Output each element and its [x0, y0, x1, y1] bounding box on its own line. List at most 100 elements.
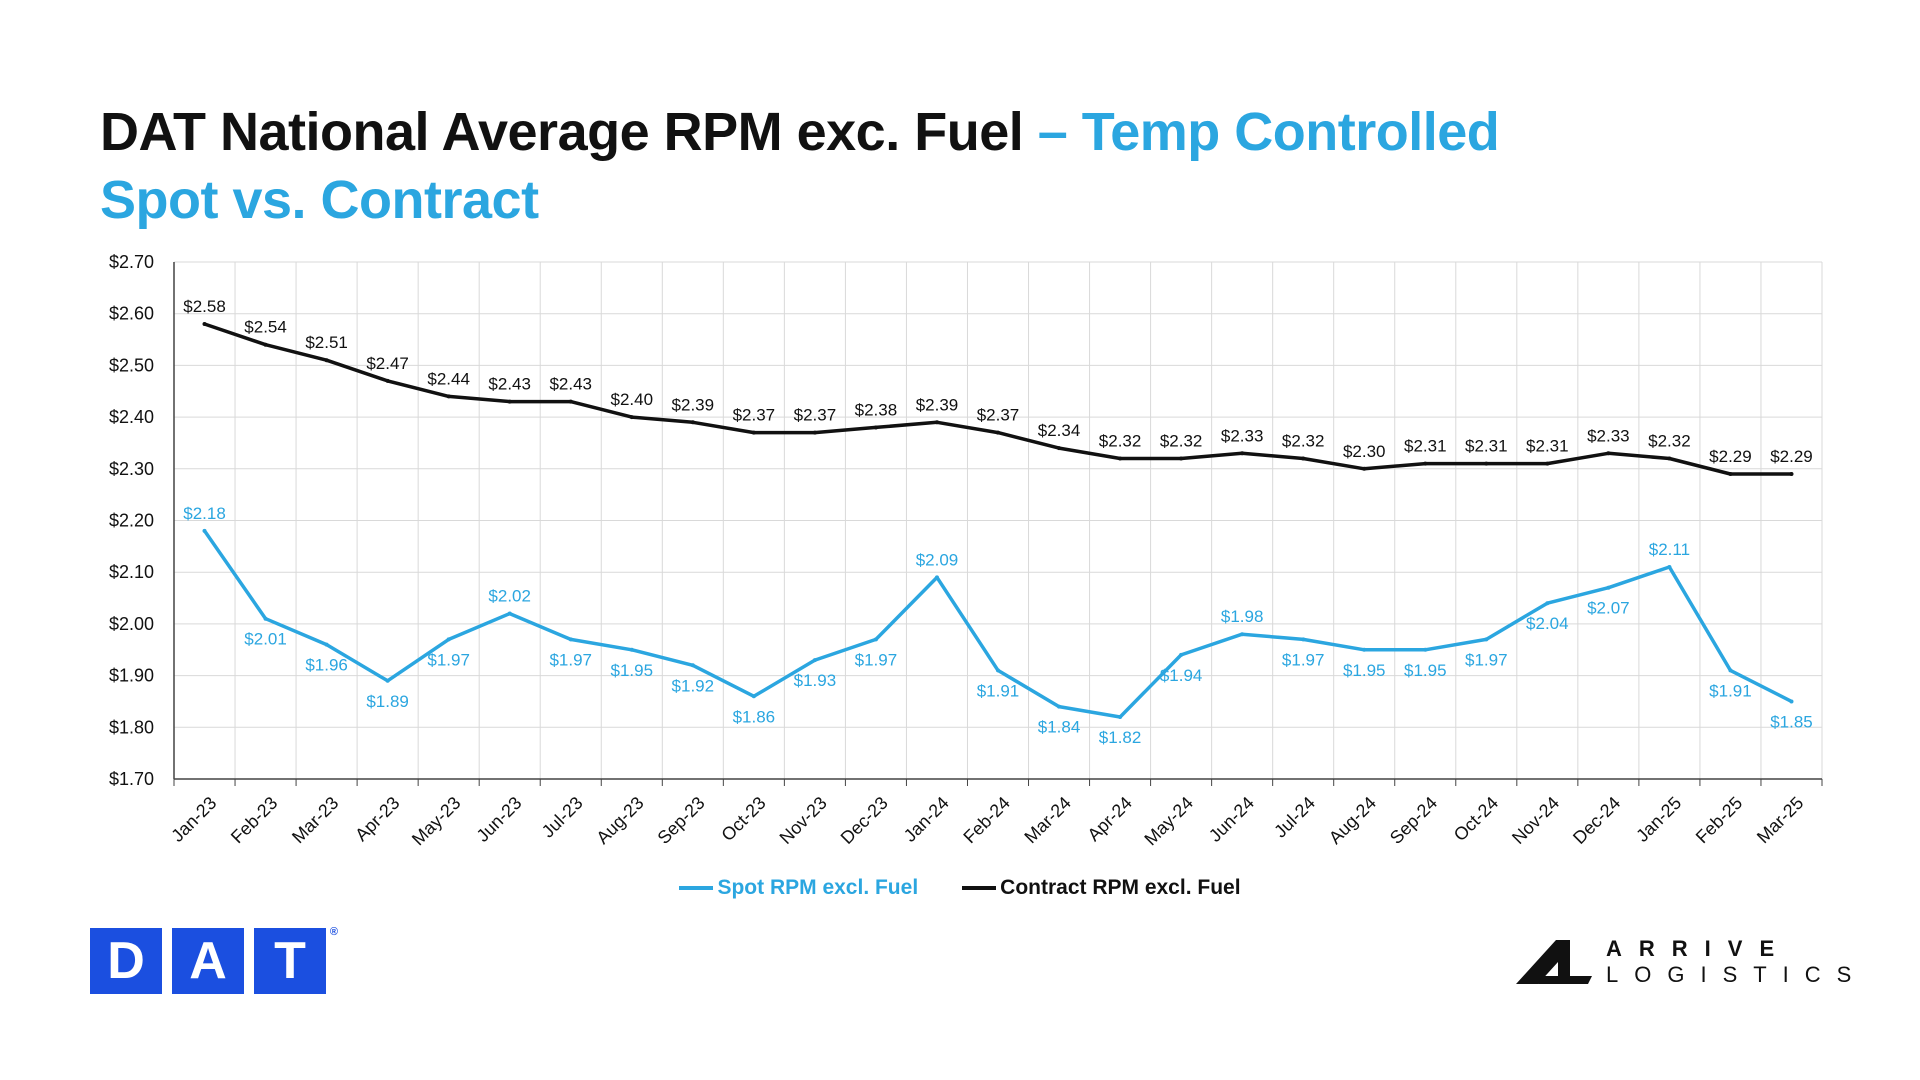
x-tick-label: Jun-24	[1205, 793, 1258, 846]
contract-data-point	[1667, 456, 1672, 461]
contract-data-point	[385, 378, 390, 383]
spot-data-label: $1.82	[1099, 728, 1142, 747]
contract-data-label: $2.39	[672, 395, 715, 414]
spot-data-point	[1240, 632, 1245, 637]
legend-item-spot: Spot RPM excl. Fuel	[679, 876, 918, 900]
contract-data-label: $2.32	[1648, 431, 1691, 450]
x-tick-label: Feb-25	[1692, 793, 1746, 847]
title-accent: – Temp Controlled	[1037, 102, 1500, 162]
spot-data-point	[1484, 637, 1489, 642]
contract-data-label: $2.32	[1160, 431, 1203, 450]
spot-data-point	[751, 694, 756, 699]
contract-data-point	[568, 399, 573, 404]
spot-data-label: $1.93	[794, 671, 837, 690]
spot-data-label: $1.91	[1709, 681, 1752, 700]
spot-data-label: $2.02	[488, 587, 531, 606]
contract-data-label: $2.31	[1465, 437, 1508, 456]
y-tick-label: $2.40	[109, 407, 154, 427]
x-tick-label: Feb-23	[227, 793, 281, 847]
chart-title: DAT National Average RPM exc. Fuel – Tem…	[100, 98, 1500, 234]
contract-data-label: $2.37	[977, 406, 1020, 425]
contract-data-point	[690, 420, 695, 425]
spot-data-point	[690, 663, 695, 668]
x-tick-label: Nov-23	[776, 793, 831, 848]
x-tick-label: Jan-24	[900, 793, 953, 846]
contract-data-point	[751, 430, 756, 435]
contract-data-label: $2.51	[305, 333, 348, 352]
spot-data-point	[1057, 704, 1062, 709]
arrive-logo-mark-icon	[1516, 940, 1592, 984]
contract-data-label: $2.34	[1038, 421, 1081, 440]
spot-data-label: $1.91	[977, 681, 1020, 700]
contract-data-point	[202, 322, 207, 327]
title-subtitle: Spot vs. Contract	[100, 170, 539, 230]
spot-data-label: $2.01	[244, 630, 287, 649]
spot-data-point	[1362, 647, 1367, 652]
legend-label-contract: Contract RPM excl. Fuel	[1000, 876, 1241, 899]
x-tick-label: Jun-23	[473, 793, 526, 846]
contract-data-point	[1057, 446, 1062, 451]
title-main: DAT National Average RPM exc. Fuel	[100, 102, 1024, 162]
contract-data-point	[263, 342, 268, 347]
spot-data-point	[934, 575, 939, 580]
contract-data-point	[1789, 471, 1794, 476]
legend-swatch-contract	[962, 886, 997, 890]
x-tick-label: May-23	[408, 793, 465, 850]
spot-data-point	[446, 637, 451, 642]
registered-mark: ®	[329, 926, 338, 938]
contract-data-label: $2.37	[733, 406, 776, 425]
spot-data-label: $1.89	[366, 692, 409, 711]
contract-data-point	[1484, 461, 1489, 466]
spot-data-point	[324, 642, 329, 647]
contract-data-point	[1728, 471, 1733, 476]
spot-data-point	[873, 637, 878, 642]
spot-data-point	[1118, 714, 1123, 719]
spot-data-point	[996, 668, 1000, 673]
contract-data-label: $2.31	[1526, 437, 1569, 456]
arrive-logo-line2: LOGISTICS	[1606, 962, 1868, 987]
spot-data-label: $1.95	[1343, 661, 1386, 680]
x-tick-label: Sep-23	[654, 793, 709, 848]
x-tick-label: Jul-24	[1270, 793, 1319, 842]
spot-data-label: $2.18	[183, 504, 226, 523]
spot-data-point	[1179, 652, 1184, 657]
dat-logo: D A T ®	[90, 926, 338, 994]
contract-data-label: $2.58	[183, 297, 226, 316]
spot-data-point	[1667, 565, 1672, 570]
spot-data-label: $2.09	[916, 550, 959, 569]
y-tick-label: $2.30	[109, 459, 154, 479]
x-tick-label: May-24	[1140, 793, 1197, 850]
x-tick-label: Jan-25	[1632, 793, 1685, 846]
contract-data-label: $2.47	[366, 354, 409, 373]
spot-data-label: $1.97	[427, 650, 470, 669]
contract-data-label: $2.43	[549, 375, 592, 394]
y-tick-label: $1.90	[109, 666, 154, 686]
y-tick-label: $2.50	[109, 355, 154, 375]
spot-data-point	[629, 647, 634, 652]
spot-data-label: $1.84	[1038, 718, 1081, 737]
contract-data-label: $2.29	[1709, 447, 1752, 466]
y-tick-label: $1.80	[109, 717, 154, 737]
line-chart: $1.70 $1.80 $1.90 $2.00 $2.10 $2.20 $2.30 $2.40…	[109, 252, 1823, 850]
x-tick-label: Nov-24	[1508, 793, 1563, 848]
y-tick-label: $2.00	[109, 614, 154, 634]
contract-data-label: $2.32	[1099, 431, 1142, 450]
contract-data-point	[996, 430, 1000, 435]
spot-data-point	[1606, 585, 1611, 590]
contract-data-label: $2.30	[1343, 442, 1386, 461]
spot-data-point	[507, 611, 512, 616]
spot-data-point	[1728, 668, 1733, 673]
arrive-logo-wordmark: ARRIVE LOGISTICS	[1606, 938, 1867, 986]
x-tick-label: Sep-24	[1386, 793, 1441, 848]
contract-data-label: $2.44	[427, 369, 470, 388]
spot-data-point	[1789, 699, 1794, 704]
spot-data-label: $2.04	[1526, 614, 1569, 633]
spot-data-point	[202, 528, 207, 533]
spot-data-label: $1.98	[1221, 607, 1264, 626]
contract-data-point	[507, 399, 512, 404]
spot-data-point	[568, 637, 573, 642]
x-tick-label: Aug-24	[1325, 793, 1380, 848]
contract-data-point	[873, 425, 878, 430]
x-tick-label: Apr-23	[351, 793, 403, 845]
contract-data-point	[1179, 456, 1184, 461]
